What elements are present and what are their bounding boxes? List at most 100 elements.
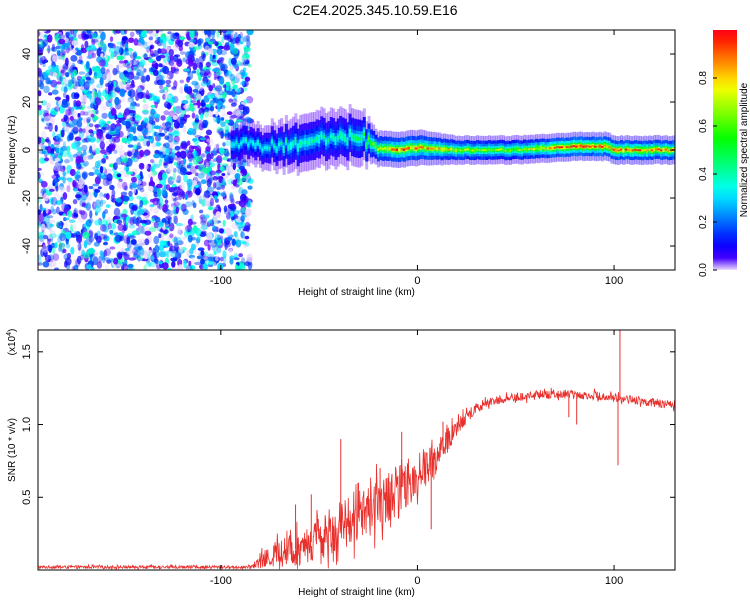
spectrogram-speckle <box>88 172 95 176</box>
spectrogram-speckle <box>100 224 107 232</box>
spectrogram-speckle <box>154 131 159 137</box>
spectrogram-speckle <box>52 55 58 62</box>
spectrogram-speckle <box>143 53 148 60</box>
spectrogram-speckle <box>143 164 149 170</box>
spectrogram-speckle <box>91 33 97 39</box>
spectrogram-speckle <box>63 82 69 87</box>
spectrogram-speckle <box>177 57 182 64</box>
spectrogram-speckle <box>73 30 79 34</box>
spectrogram-ridge-cell <box>374 145 378 148</box>
spectrogram-speckle <box>200 81 208 87</box>
spectrogram-speckle <box>91 38 99 43</box>
spectrogram-speckle <box>88 93 93 100</box>
spectrogram-speckle <box>101 112 108 119</box>
spectrogram-speckle <box>229 65 235 71</box>
spectrogram-speckle <box>40 130 47 139</box>
spectrogram-speckle <box>169 153 177 159</box>
spectrogram-speckle <box>125 171 134 175</box>
spectrogram-ridge-cell <box>650 149 654 152</box>
spectrogram-speckle <box>47 139 51 145</box>
spectrogram-ridge-cell <box>610 148 614 151</box>
spectrogram-speckle <box>186 178 193 188</box>
spectrogram-speckle <box>132 248 139 256</box>
spectrogram-speckle <box>86 82 93 87</box>
spectrogram-speckle <box>234 264 239 270</box>
spectrogram-speckle <box>39 57 43 66</box>
spectrogram-speckle <box>49 197 54 205</box>
spectrogram-speckle <box>80 94 88 103</box>
spectrogram-speckle <box>51 43 56 52</box>
spectrogram-speckle <box>176 165 181 169</box>
spectrogram-speckle <box>62 92 67 98</box>
spectrogram-speckle <box>142 109 149 113</box>
spectrogram-speckle <box>179 118 187 125</box>
spectrogram-speckle <box>113 207 121 217</box>
spectrogram-speckle <box>189 92 195 99</box>
spectrogram-speckle <box>200 113 204 121</box>
spectrogram-speckle <box>38 231 45 240</box>
spectrogram-speckle <box>248 64 252 68</box>
spectrogram-speckle <box>41 244 49 253</box>
spectrogram-speckle <box>208 84 213 92</box>
spectrogram-speckle <box>236 209 244 214</box>
spectrogram-speckle <box>236 178 243 186</box>
spectrogram-speckle <box>65 94 70 103</box>
spectrogram-speckle <box>150 256 155 260</box>
spectrogram-speckle <box>247 185 253 190</box>
spectrogram-speckle <box>77 242 82 251</box>
spectrogram-ridge-cell <box>277 142 281 146</box>
spectrogram-speckle <box>109 184 115 191</box>
spectrogram-ridge-cell <box>233 143 236 147</box>
spectrogram-speckle <box>66 145 71 153</box>
spectrogram-speckle <box>174 105 182 115</box>
spectrogram-speckle <box>58 100 62 106</box>
spectrogram-speckle <box>153 113 161 119</box>
spectrogram-speckle <box>230 198 235 205</box>
spectrogram-speckle <box>56 81 62 85</box>
spectrogram-speckle <box>122 77 127 85</box>
spectrogram-speckle <box>221 178 226 188</box>
spectrogram-speckle <box>127 137 131 145</box>
spectrogram-speckle <box>207 110 214 117</box>
snr-frame <box>37 329 676 571</box>
spectrogram-speckle <box>72 199 78 205</box>
spectrogram-ridge-cell <box>577 145 581 148</box>
spectrogram-speckle <box>72 181 79 188</box>
spectrogram-speckle <box>159 79 166 86</box>
spectrogram-speckle <box>199 102 207 107</box>
spectrogram-speckle <box>214 181 222 190</box>
spectrogram-speckle <box>154 160 158 164</box>
spectrogram-ridge-cell <box>457 149 461 151</box>
spectrogram-speckle <box>60 129 65 138</box>
spectrogram-speckle <box>194 165 201 170</box>
spectrogram-ridge-cell <box>579 144 583 147</box>
spectrogram-speckle <box>173 135 180 143</box>
spectrogram-ridge-cell <box>362 132 366 136</box>
spectrogram-speckle <box>212 182 217 189</box>
spectrogram-ridge-cell <box>376 148 380 151</box>
spectrogram-speckle <box>87 247 95 255</box>
spectrogram-speckle <box>86 46 92 52</box>
spectrogram-speckle <box>102 72 108 80</box>
spectrogram-speckle <box>234 173 241 180</box>
spectrogram-speckle <box>110 123 117 132</box>
spectrogram-speckle <box>143 250 149 260</box>
spectrogram-speckle <box>75 100 82 107</box>
spectrogram-ridge-cell <box>322 135 326 139</box>
spectrogram-speckle <box>191 145 198 149</box>
x-tick-label: -100 <box>210 575 232 587</box>
spectrogram-speckle <box>47 237 51 246</box>
spectrogram-speckle <box>84 89 91 97</box>
spectrogram-ridge-cell <box>263 146 267 150</box>
spectrogram-speckle <box>141 128 147 135</box>
spectrogram-speckle <box>45 69 50 75</box>
spectrogram-ridge-cell <box>343 136 347 140</box>
spectrogram-speckle <box>193 46 197 51</box>
spectrogram-speckle <box>128 190 133 197</box>
spectrogram-speckle <box>175 206 179 214</box>
spectrogram-speckle <box>85 76 92 81</box>
spectrogram-speckle <box>237 88 241 92</box>
spectrogram-speckle <box>245 106 250 114</box>
spectrogram-speckle <box>42 261 50 268</box>
spectrogram-speckle <box>185 94 192 100</box>
